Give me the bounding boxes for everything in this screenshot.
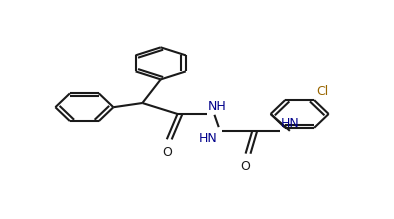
Text: HN: HN [281, 117, 299, 130]
Text: O: O [241, 160, 251, 173]
Text: O: O [162, 146, 172, 159]
Text: NH: NH [207, 100, 226, 113]
Text: HN: HN [199, 132, 218, 145]
Text: Cl: Cl [317, 85, 329, 98]
